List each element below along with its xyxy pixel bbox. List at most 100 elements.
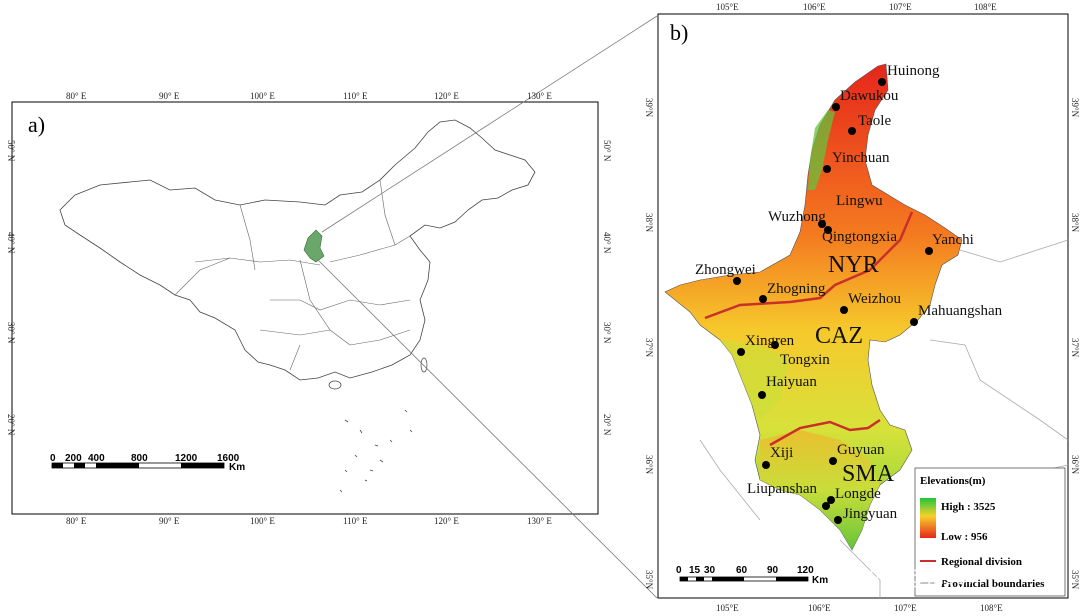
tick-label: 35°N [1070, 570, 1080, 590]
legend-boundaries: Provincial boundaries [941, 578, 1045, 590]
city-label: Xingren [745, 333, 795, 349]
tick-label: 107°E [894, 603, 917, 613]
tick-label: 105°E [716, 603, 739, 613]
panel-a-right-ticks: 50° N 40° N 30° N 20° N [602, 140, 612, 436]
panel-a-left-ticks: 50° N 40° N 30° N 20° N [6, 140, 16, 436]
legend-title: Elevations(m) [920, 475, 986, 487]
watermark: 知乎 @Jason [860, 565, 980, 589]
city-label: Yanchi [932, 232, 974, 248]
tick-label: 106°E [808, 603, 831, 613]
city-dot [848, 127, 856, 135]
city-label: Mahuangshan [918, 303, 1003, 319]
south-sea-islands [339, 409, 413, 493]
city-dot [840, 306, 848, 314]
tick-label: 39°N [1070, 98, 1080, 118]
city-dot [827, 496, 835, 504]
city-dot [762, 461, 770, 469]
city-label: Guyuan [837, 442, 885, 458]
china-outline [59, 119, 536, 381]
city-dot [823, 165, 831, 173]
tick-label: 38°N [644, 213, 654, 233]
city-label: Taole [858, 113, 891, 129]
scale-label: 0 [50, 453, 56, 464]
panel-b-scale-bar: 0 15 30 60 90 120 Km [676, 565, 828, 586]
province-lines [174, 179, 411, 371]
panel-a-bottom-ticks: 80° E 90° E 100° E 110° E 120° E 130° E [66, 516, 552, 526]
tick-label: 37°N [644, 338, 654, 358]
region-label-nyr: NYR [828, 252, 879, 278]
tick-label: 38°N [1070, 213, 1080, 233]
tick-label: 90° E [159, 91, 180, 101]
tick-label: 108°E [974, 2, 997, 12]
tick-label: 20° N [6, 414, 16, 436]
region-label-sma: SMA [842, 461, 895, 487]
scale-label: 1200 [175, 453, 198, 464]
tick-label: 106°E [803, 2, 826, 12]
legend-low: Low : 956 [941, 531, 988, 543]
city-label: Jingyuan [843, 506, 898, 522]
city-label: Zhogning [767, 281, 826, 297]
zoom-line-bottom [317, 259, 658, 599]
legend-box [914, 467, 1066, 597]
panel-b-top-ticks: 105°E 106°E 107°E 108°E [716, 2, 997, 12]
helan-mountain-shade [808, 110, 835, 190]
city-label: Yinchuan [832, 150, 890, 166]
panel-a-scale-bar: 0 200 400 800 1200 1600 Km [50, 453, 245, 473]
tick-label: 105°E [716, 2, 739, 12]
division-line-north [704, 211, 914, 320]
city-label: Dawukou [840, 88, 899, 104]
tick-label: 37°N [1070, 338, 1080, 358]
legend-ramp [920, 498, 936, 538]
tick-label: 120° E [434, 91, 459, 101]
tick-label: 36°N [1070, 455, 1080, 475]
city-label: Huinong [887, 63, 940, 79]
legend-division: Regional division [941, 556, 1022, 568]
mid-west-shade [720, 340, 790, 420]
city-labels: Huinong Dawukou Taole Yinchuan Lingwu Wu… [695, 63, 1003, 522]
scale-label: 30 [704, 565, 716, 576]
tick-label: 39°N [644, 98, 654, 118]
tick-label: 30° N [6, 322, 16, 344]
ningxia-highlight [303, 229, 325, 263]
zoom-line-top [321, 15, 658, 233]
tick-label: 35°N [644, 570, 654, 590]
city-label: Longde [835, 486, 881, 502]
panel-a-label: a) [28, 112, 45, 137]
panel-b-right-ticks: 39°N 38°N 37°N 36°N 35°N [1070, 98, 1080, 590]
division-line-south [769, 418, 881, 447]
elevation-legend: Elevations(m) High : 3525 Low : 956 Regi… [914, 467, 1066, 597]
taiwan-island [420, 357, 428, 373]
tick-label: 90° E [159, 516, 180, 526]
city-label: Haiyuan [766, 374, 817, 390]
tick-label: 80° E [66, 516, 87, 526]
city-dot [759, 295, 767, 303]
city-label: Weizhou [848, 291, 901, 307]
scale-label: 400 [88, 453, 105, 464]
city-label: Tongxin [780, 352, 830, 368]
city-label: Lingwu [836, 193, 883, 209]
city-dot [733, 277, 741, 285]
tick-label: 40° N [602, 232, 612, 254]
tick-label: 107°E [889, 2, 912, 12]
scale-unit: Km [229, 462, 245, 473]
scale-label: 800 [131, 453, 148, 464]
panel-a: a) 80° E 90° E 100° E 110° E 120° E 130°… [6, 15, 658, 599]
hainan-island [328, 380, 342, 390]
scale-label: 200 [65, 453, 82, 464]
city-label: Zhongwei [695, 262, 756, 278]
city-dot [832, 103, 840, 111]
panel-b-left-ticks: 39°N 38°N 37°N 36°N 35°N [644, 98, 654, 590]
tick-label: 130° E [527, 516, 552, 526]
tick-label: 100° E [250, 91, 275, 101]
scale-label: 60 [736, 565, 748, 576]
tick-label: 40° N [6, 232, 16, 254]
tick-label: 36°N [644, 455, 654, 475]
scale-unit: Km [812, 575, 828, 586]
scale-label: 15 [689, 565, 701, 576]
region-label-caz: CAZ [815, 323, 863, 349]
scale-label: 120 [797, 565, 814, 576]
tick-label: 20° N [602, 414, 612, 436]
scale-label: 1600 [217, 453, 240, 464]
scale-label: 0 [676, 565, 682, 576]
